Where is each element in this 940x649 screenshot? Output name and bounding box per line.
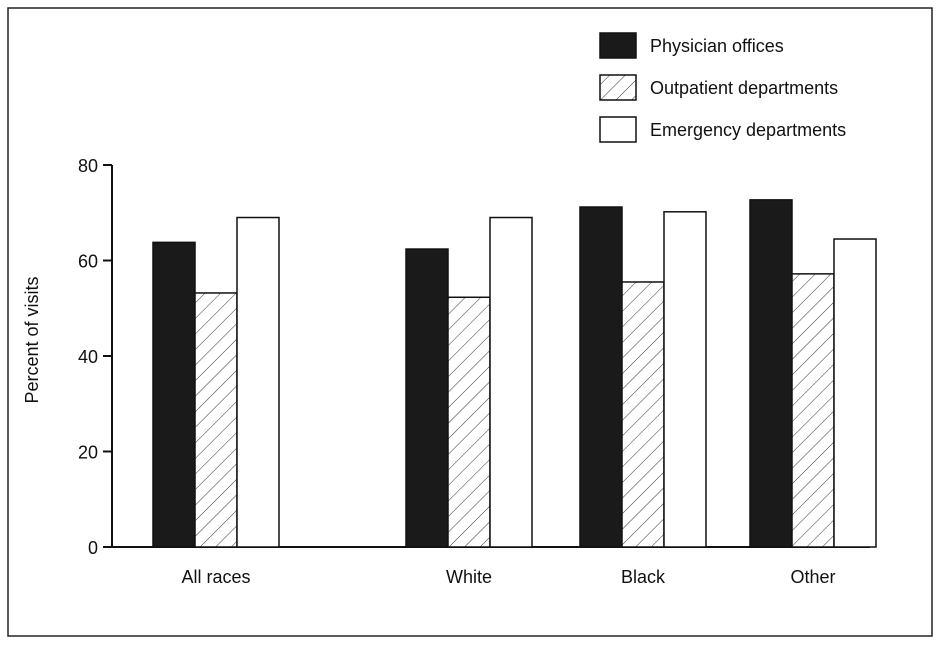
chart-border (7, 7, 933, 637)
legend: Physician offices Outpatient departments E… (599, 32, 846, 143)
bar-emergency-departments-all-races (236, 216, 280, 548)
y-tick-label: 0 (88, 538, 98, 558)
y-tick-label: 60 (78, 252, 98, 272)
y-tick-label: 80 (78, 156, 98, 176)
bar-physician-offices-black (579, 206, 623, 548)
bar-outpatient-departments-all-races (194, 292, 238, 548)
bar-physician-offices-other (749, 199, 793, 548)
legend-swatch-physician-offices (599, 32, 637, 59)
x-tick-label-white: White (446, 567, 492, 587)
y-axis-label: Percent of visits (22, 276, 42, 403)
bar-emergency-departments-other (833, 238, 877, 548)
legend-label-emergency-departments: Emergency departments (650, 120, 846, 140)
y-tick-label: 20 (78, 443, 98, 463)
bar-outpatient-departments-other (791, 273, 835, 548)
bar-outpatient-departments-black (621, 281, 665, 548)
x-labels: All races White Black Other (181, 567, 835, 587)
legend-label-physician-offices: Physician offices (650, 36, 784, 56)
bar-outpatient-departments-white (447, 296, 491, 548)
x-tick-label-all-races: All races (181, 567, 250, 587)
x-tick-label-black: Black (621, 567, 666, 587)
legend-swatch-emergency-departments (599, 116, 637, 143)
x-tick-label-other: Other (790, 567, 835, 587)
y-ticks: 0 20 40 60 80 (78, 156, 112, 558)
legend-label-outpatient-departments: Outpatient departments (650, 78, 838, 98)
y-tick-label: 40 (78, 347, 98, 367)
bar-physician-offices-white (405, 248, 449, 548)
bar-emergency-departments-black (663, 211, 707, 548)
bar-emergency-departments-white (489, 216, 533, 548)
bar-physician-offices-all-races (152, 241, 196, 548)
bars (152, 199, 877, 548)
legend-swatch-outpatient-departments (599, 74, 637, 101)
